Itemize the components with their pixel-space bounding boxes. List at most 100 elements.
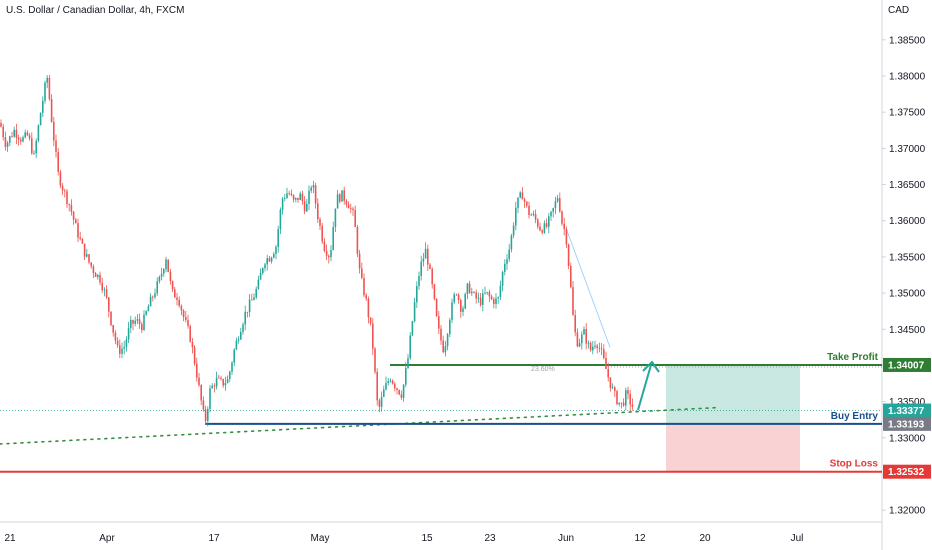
candle-body — [79, 237, 81, 240]
candle-body — [279, 209, 282, 230]
candle-body — [165, 259, 167, 270]
candle-body — [532, 213, 535, 215]
candle-body — [550, 211, 552, 217]
candle-body — [290, 193, 293, 196]
candle-body — [224, 383, 227, 386]
candle-body — [255, 288, 257, 298]
candle-body — [2, 126, 4, 138]
take-profit-price-tag: 1.34007 — [888, 360, 925, 371]
candle-body — [211, 385, 213, 389]
candle-body — [145, 311, 147, 315]
take-profit-label: Take Profit — [827, 352, 879, 363]
candle-body — [64, 190, 66, 192]
candle-body — [471, 291, 473, 294]
candle-body — [341, 190, 343, 202]
candle-body — [446, 334, 449, 347]
candle-body — [130, 320, 132, 328]
time-tick-label: 12 — [634, 533, 646, 544]
candle-body — [92, 266, 95, 274]
price-tick-label: 1.33000 — [889, 433, 926, 444]
candle-body — [424, 248, 427, 259]
candle-body — [501, 271, 504, 286]
candle-body — [479, 297, 482, 305]
candle-body — [484, 292, 486, 294]
candle-body — [528, 205, 530, 216]
candle-body — [94, 273, 97, 277]
candle-body — [207, 408, 209, 422]
price-tick-label: 1.37500 — [889, 108, 926, 119]
candle-body — [504, 263, 506, 272]
candle-body — [418, 275, 420, 287]
candle-body — [72, 211, 75, 220]
candle-body — [398, 389, 400, 395]
stop-loss-label: Stop Loss — [830, 459, 879, 470]
candle-body — [77, 223, 79, 238]
candle-body — [204, 409, 207, 422]
candle-body — [530, 214, 532, 216]
price-tick-label: 1.32000 — [889, 506, 926, 517]
candle-body — [70, 204, 73, 212]
candle-body — [253, 297, 255, 300]
candle-body — [515, 207, 517, 226]
candle-body — [35, 140, 37, 154]
candle-body — [435, 298, 438, 317]
candle-body — [127, 327, 130, 340]
time-tick-label: 23 — [484, 533, 496, 544]
candle-body — [288, 193, 290, 195]
candle-body — [169, 271, 172, 281]
candle-body — [185, 317, 187, 320]
stop-loss-price-tag-box — [883, 464, 931, 479]
candle-body — [378, 400, 381, 407]
stop-loss-price-tag: 1.32532 — [888, 467, 925, 478]
candle-body — [48, 77, 51, 100]
candle-body — [554, 201, 557, 209]
candle-body — [105, 289, 108, 298]
candle-body — [134, 320, 136, 324]
candle-body — [343, 190, 345, 201]
candle-body — [451, 302, 453, 320]
candle-body — [42, 100, 44, 113]
candle-body — [352, 208, 354, 211]
candle-body — [389, 380, 392, 382]
price-tick-label: 1.38500 — [889, 35, 926, 46]
candle-body — [240, 331, 242, 340]
candle-body — [508, 249, 510, 260]
candle-body — [108, 297, 110, 312]
time-tick-label: 17 — [208, 533, 220, 544]
candle-body — [486, 291, 488, 293]
candle-body — [229, 371, 231, 380]
candle-body — [321, 225, 323, 242]
candle-body — [539, 226, 541, 231]
candle-body — [462, 308, 464, 312]
buy-entry-label: Buy Entry — [831, 411, 879, 422]
candle-body — [523, 199, 526, 202]
candle-body — [565, 229, 568, 245]
candle-body — [262, 268, 264, 274]
candle-body — [220, 377, 222, 380]
arrow-shaft — [637, 364, 652, 411]
candle-body — [149, 296, 152, 307]
candle-body — [59, 171, 62, 186]
candle-body — [596, 345, 598, 348]
candle-body — [473, 291, 475, 293]
trendline — [0, 406, 721, 445]
candle-body — [310, 187, 312, 191]
candle-body — [490, 296, 493, 300]
candle-body — [372, 323, 374, 349]
candle-body — [411, 321, 414, 336]
candle-body — [427, 248, 429, 265]
profit-zone — [666, 364, 800, 424]
currency-label: CAD — [888, 5, 910, 16]
candle-body — [81, 239, 84, 244]
candle-body — [308, 190, 310, 204]
candle-body — [44, 82, 46, 101]
candle-body — [187, 319, 189, 326]
candle-body — [180, 305, 183, 311]
candle-body — [574, 315, 576, 333]
candle-body — [297, 197, 299, 200]
current-price-tag: 1.33377 — [888, 406, 925, 417]
time-tick-label: Jun — [558, 533, 574, 544]
candle-body — [312, 185, 315, 188]
candle-body — [328, 255, 330, 258]
